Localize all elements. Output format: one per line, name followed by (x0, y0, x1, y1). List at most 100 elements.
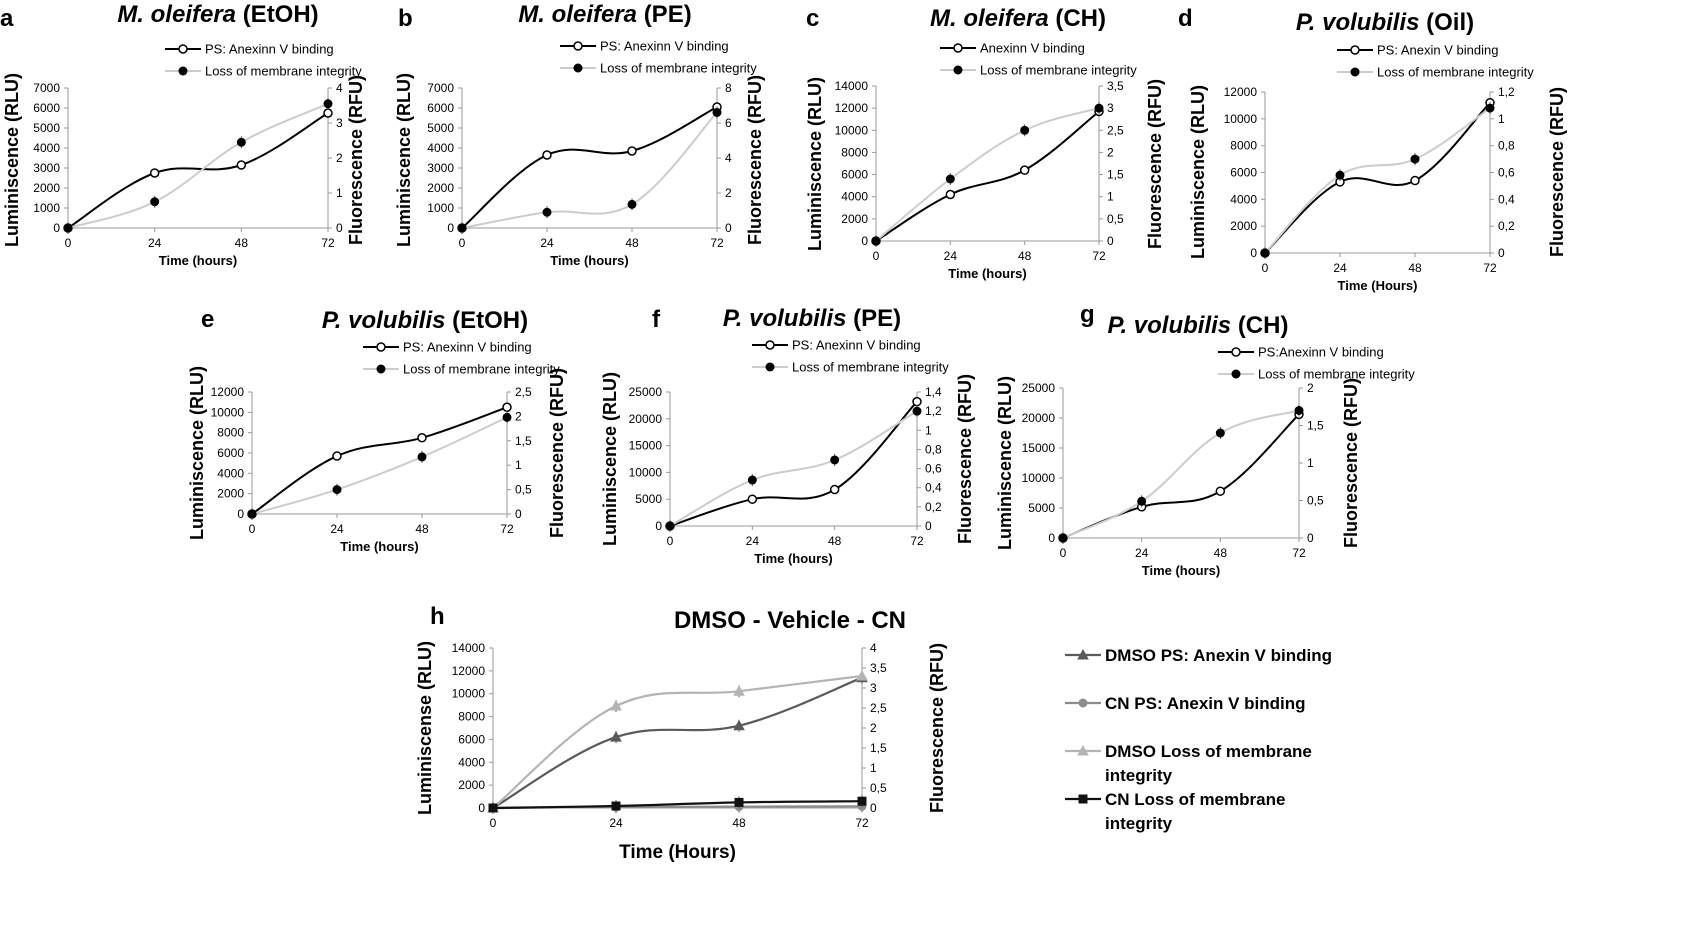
y2-tick-label: 3 (1107, 101, 1114, 115)
title-extract: (EtOH) (452, 307, 528, 334)
title-species: M. oleifera (930, 5, 1049, 32)
data-point (417, 433, 427, 443)
legend-marker (1231, 347, 1241, 357)
y2-tick-label: 3 (870, 681, 877, 695)
y-tick-label: 8000 (841, 145, 868, 159)
title-extract (1049, 5, 1056, 32)
panel-letter: h (430, 603, 445, 630)
y2-tick-label: 1,2 (1498, 85, 1515, 99)
y-tick-label: 10000 (1022, 471, 1056, 485)
y-tick-label: 4000 (1230, 192, 1257, 206)
series-line (492, 676, 863, 809)
data-point (1215, 486, 1226, 496)
y2-tick-label: 0,2 (1498, 219, 1515, 233)
y-tick-label: 6000 (33, 101, 60, 115)
y-tick-label: 15000 (1022, 441, 1056, 455)
y2-axis-label: Fluorescence (RFU) (346, 75, 366, 245)
y2-tick-label: 0,6 (1498, 166, 1515, 180)
x-tick-label: 48 (415, 522, 429, 536)
series-line (1062, 409, 1300, 539)
legend-marker (1077, 744, 1089, 756)
y-tick-label: 10000 (452, 687, 486, 701)
y2-tick-label: 2 (870, 721, 877, 735)
panel-d: 0 2000 4000 6000 8000 10000 12000 0 0,2 0,4 0,6 0,8… (1178, 5, 1567, 293)
legend-label: Anexinn V binding (980, 41, 1085, 56)
legend-marker (1350, 45, 1360, 55)
x-tick-label: 0 (490, 816, 497, 830)
data-point (1485, 103, 1495, 113)
x-tick-label: 24 (944, 249, 958, 263)
series-0: PS: Anexinn V binding (247, 340, 532, 519)
y-tick-label: 4000 (427, 141, 454, 155)
legend-label: PS: Anexin V binding (1377, 43, 1498, 58)
x-tick-label: 24 (1333, 261, 1347, 275)
data-point (665, 521, 675, 531)
y2-tick-label: 3,5 (1107, 79, 1124, 93)
title-extract: (EtOH) (243, 1, 319, 28)
title-species: M. oleifera (518, 1, 637, 28)
y-tick-label: 10000 (835, 123, 869, 137)
legend-marker (178, 44, 188, 54)
x-tick-label: 48 (1408, 261, 1422, 275)
x-axis-label: Time (Hours) (619, 842, 736, 863)
legend-label: Loss of membrane integrity (205, 64, 362, 79)
y2-tick-label: 1,2 (925, 404, 942, 418)
data-point (747, 494, 758, 504)
data-point (912, 406, 922, 416)
y2-tick-label: 0,6 (925, 462, 942, 476)
x-axis-label: Time (Hours) (1338, 278, 1418, 293)
y-tick-label: 0 (861, 234, 868, 248)
x-tick-label: 48 (1018, 249, 1032, 263)
y-tick-label: 15000 (629, 439, 663, 453)
data-point (734, 797, 744, 807)
x-axis-label: Time (hours) (1142, 563, 1221, 578)
y2-tick-label: 1 (1498, 112, 1505, 126)
data-point (323, 108, 333, 118)
x-tick-label: 48 (235, 236, 249, 250)
x-tick-label: 24 (609, 816, 623, 830)
panel-title: P. volubilis (CH) (1108, 312, 1289, 339)
data-point (627, 146, 637, 156)
y-tick-label: 6000 (841, 168, 868, 182)
series-line (1062, 413, 1300, 539)
y2-tick-label: 0 (336, 221, 343, 235)
y2-axis-label: Fluorescence (RFU) (547, 368, 567, 538)
y2-axis-label: Fluorescence (RFU) (1145, 79, 1165, 249)
y2-tick-label: 0,2 (925, 500, 942, 514)
y-axis-label: Luminiscence (RLU) (600, 372, 620, 546)
y2-tick-label: 2,5 (870, 701, 887, 715)
y2-tick-label: 3,5 (870, 661, 887, 675)
y2-tick-label: 1 (336, 186, 343, 200)
x-tick-label: 24 (148, 236, 162, 250)
legend-label: DMSO Loss of membrane integrity (1105, 742, 1312, 785)
data-point (236, 160, 247, 170)
title-species: P. volubilis (1108, 312, 1232, 339)
y2-tick-label: 1,5 (870, 741, 887, 755)
y-tick-label: 4000 (458, 755, 485, 769)
data-point (830, 455, 840, 465)
title-extract (1231, 312, 1238, 339)
y2-tick-label: 2 (1107, 145, 1114, 159)
data-point (857, 796, 867, 806)
series-line (67, 112, 329, 229)
legend-label-line: DMSO Loss of membrane (1105, 742, 1312, 761)
data-point (1294, 406, 1304, 415)
y-tick-label: 4000 (217, 466, 244, 480)
legend-marker (178, 66, 188, 76)
series-1: Loss of membrane integrity (1260, 65, 1534, 259)
y2-tick-label: 2 (1307, 381, 1314, 395)
y2-tick-label: 4 (725, 151, 732, 165)
data-point (712, 108, 722, 117)
panel-title: M. oleifera (PE) (518, 1, 691, 28)
panel-letter: f (652, 306, 661, 333)
legend-marker (376, 342, 386, 352)
y-tick-label: 0 (237, 507, 244, 521)
panel-f: 0 5000 10000 15000 20000 25000 0 0,2 0,4 0,6 0,8 1 1… (600, 305, 975, 566)
legend-marker (1078, 794, 1088, 804)
y2-tick-label: 1,5 (515, 434, 532, 448)
y-axis-label: Luminiscense (RLU) (415, 641, 435, 815)
y-tick-label: 6000 (217, 446, 244, 460)
x-tick-label: 0 (1262, 261, 1269, 275)
y-tick-label: 2000 (1230, 219, 1257, 233)
y-tick-label: 6000 (1230, 166, 1257, 180)
